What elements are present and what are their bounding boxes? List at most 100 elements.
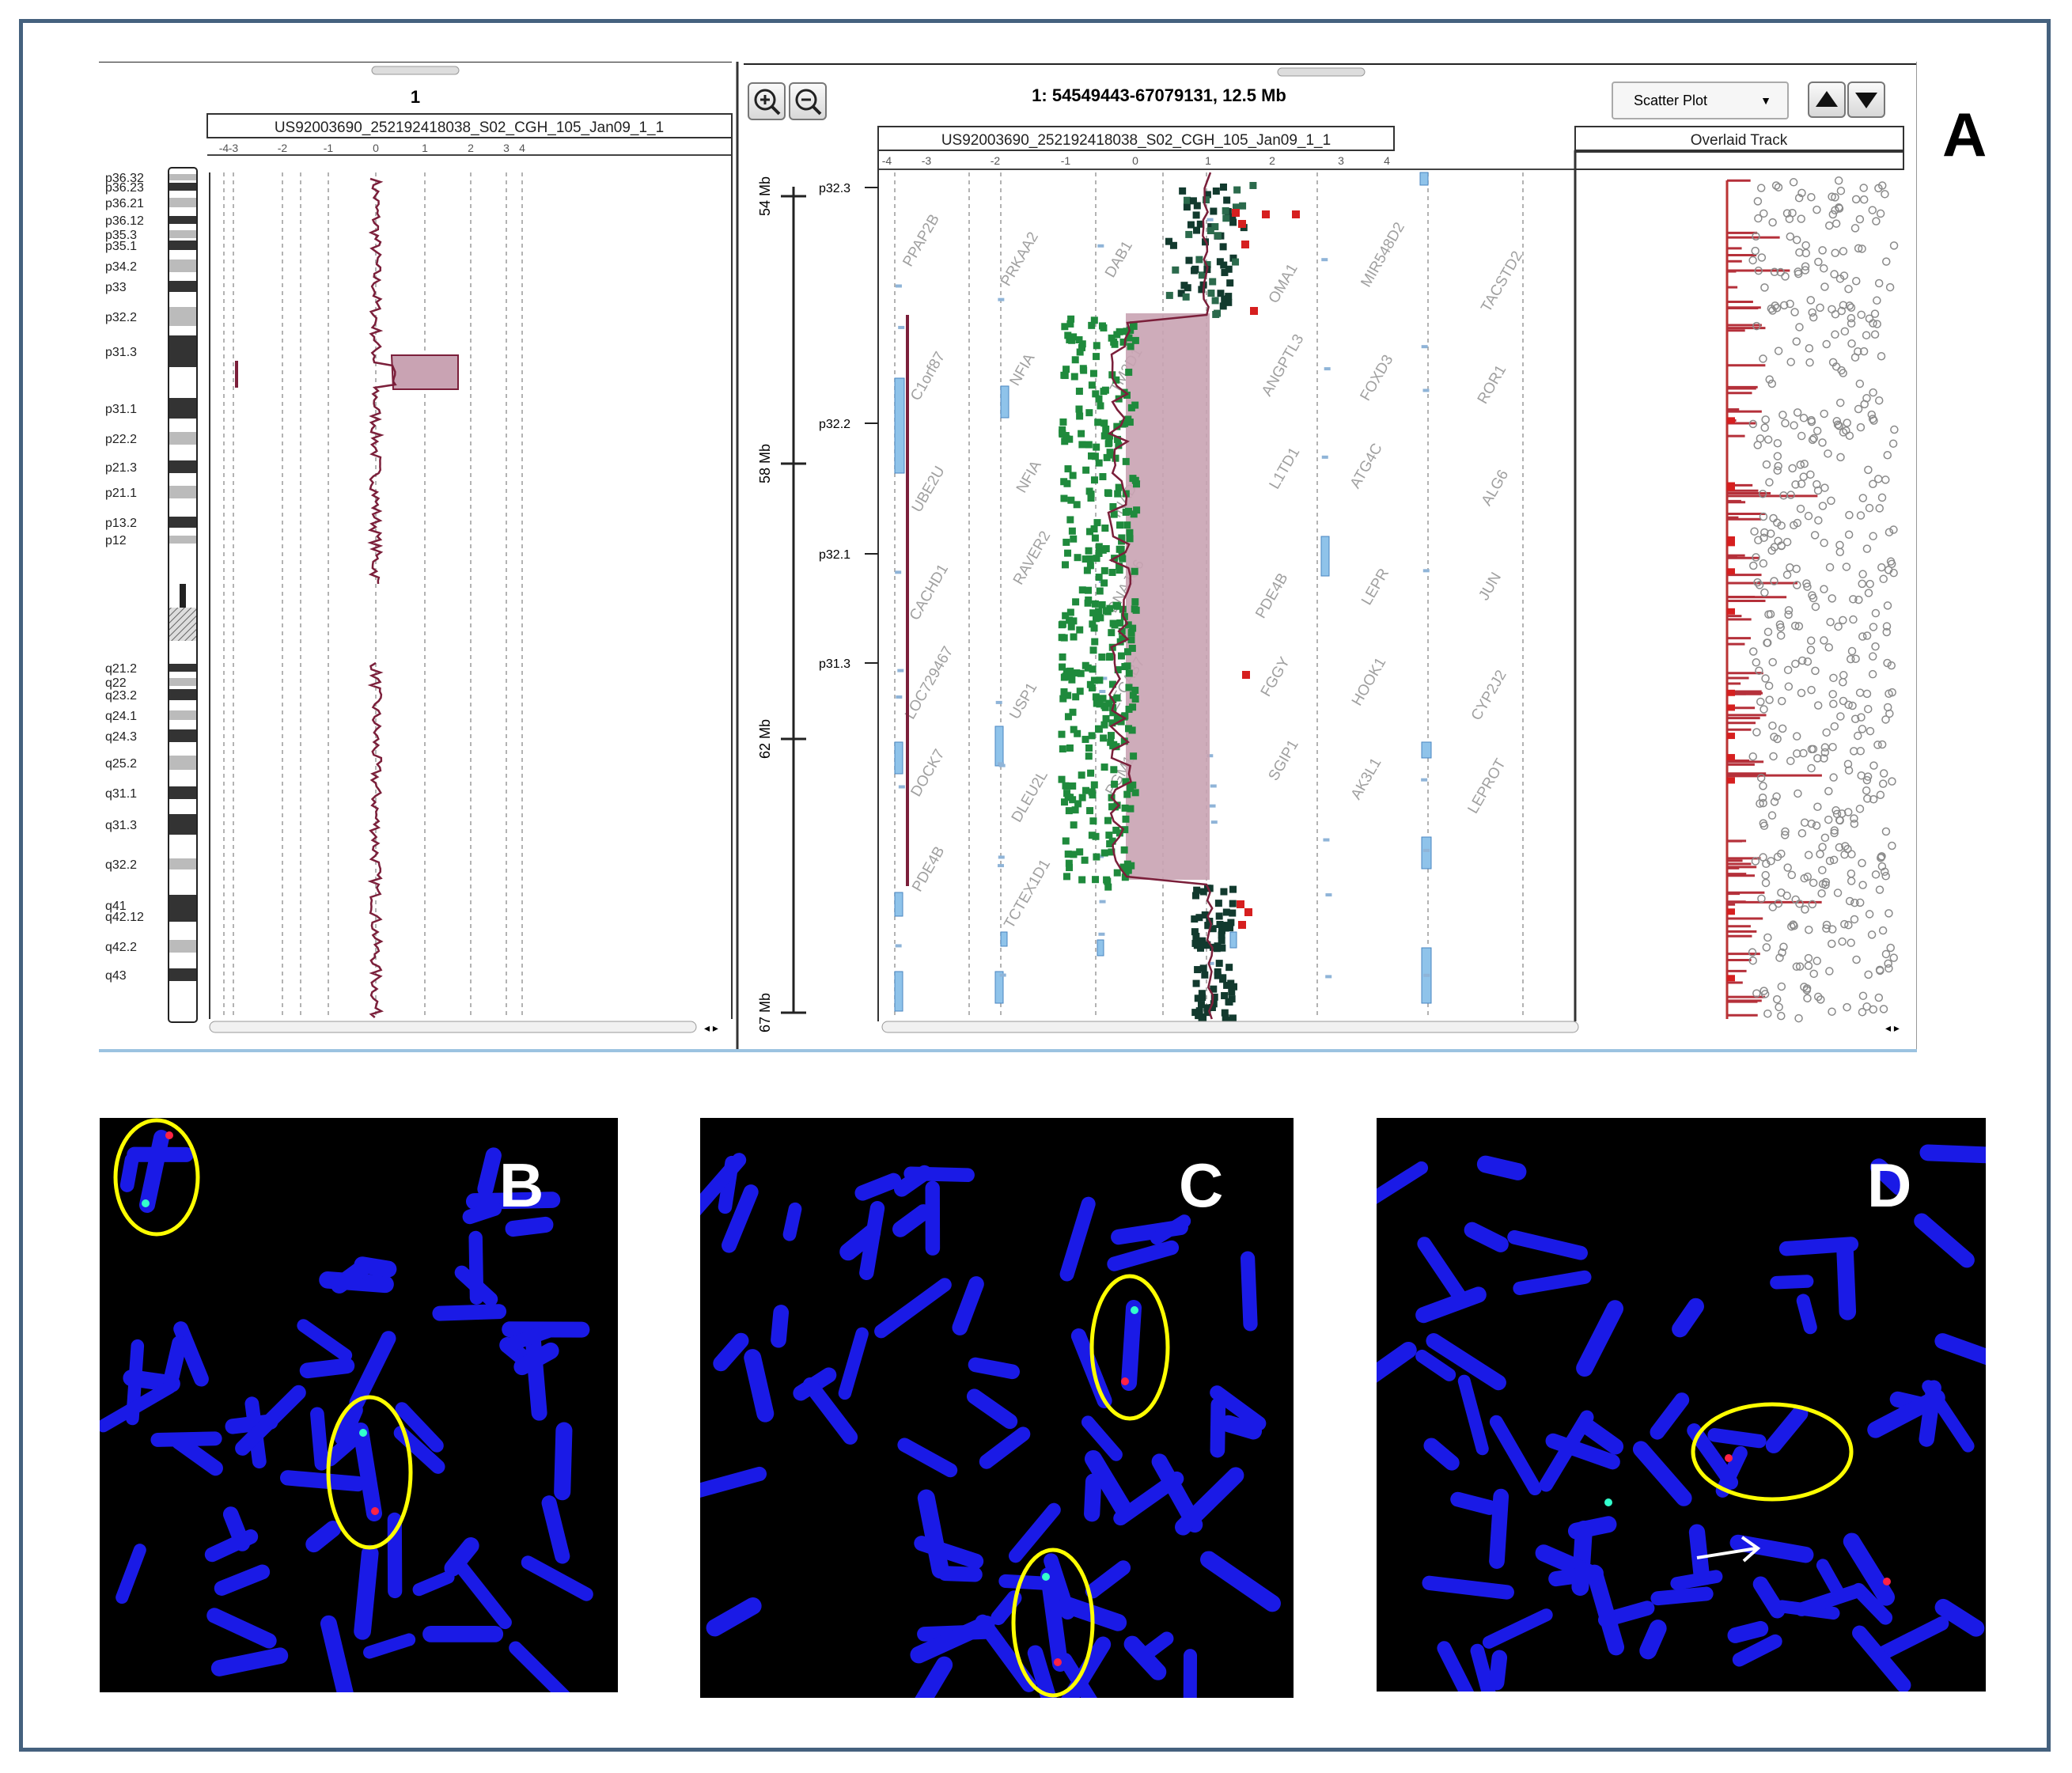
probe-dot — [1082, 786, 1090, 794]
scroll-down-button[interactable] — [1847, 81, 1885, 118]
overlay-cnv-mark — [1886, 557, 1896, 566]
cnv-block — [1321, 258, 1328, 262]
overlay-cnv-mark — [1846, 654, 1855, 664]
chromosome — [1688, 1524, 1710, 1584]
zoom-out-button[interactable] — [789, 82, 827, 120]
overlay-cnv-mark — [1850, 820, 1859, 828]
overlay-cnv-mark — [1794, 193, 1804, 203]
highlight-ellipse — [113, 1118, 200, 1237]
chromosome — [1576, 1300, 1624, 1377]
probe-dot — [1110, 338, 1118, 346]
probe-dot — [1121, 419, 1129, 427]
chromosome — [1150, 1214, 1191, 1245]
band-label: q42.2 — [105, 941, 137, 954]
overlay-cnv-mark — [1854, 404, 1863, 414]
probe-dot — [1121, 826, 1129, 834]
probe-dot — [1107, 732, 1115, 740]
chromosome — [505, 1216, 554, 1237]
chromosome — [1470, 1643, 1496, 1692]
overlay-cnv-mark — [1777, 541, 1786, 550]
ideogram-band — [169, 689, 196, 700]
gene-label: PDE4B — [1252, 570, 1291, 621]
zoom-out-icon — [795, 89, 822, 116]
probe-dot — [1222, 922, 1229, 930]
probe-dot — [1197, 1001, 1205, 1009]
overlay-cnv-mark — [1878, 926, 1888, 935]
overlay-cnv-mark — [1782, 570, 1792, 579]
band-label: p32.2 — [105, 311, 137, 324]
overlay-cnv-mark — [1790, 421, 1798, 430]
overlay-cnv-mark — [1806, 636, 1816, 646]
overlay-cnv-mark — [1856, 747, 1865, 756]
probe-dot — [1116, 829, 1123, 837]
overlay-cnv-mark — [1885, 282, 1895, 292]
probe-dot — [1069, 782, 1077, 790]
chromosome — [722, 1184, 759, 1253]
overlay-cnv-mark — [1775, 953, 1784, 962]
band-label: q25.2 — [105, 757, 137, 771]
overlay-cnv-mark — [1881, 949, 1891, 959]
probe-dot — [1127, 629, 1135, 637]
probe-dot — [1093, 353, 1100, 361]
probe-dot — [1116, 566, 1123, 574]
overlay-cnv-mark — [1848, 701, 1857, 710]
probe-dot — [1099, 472, 1107, 480]
probe-dot — [1088, 452, 1096, 460]
overlay-cnv-mark — [1862, 1002, 1871, 1011]
probe-dot — [1214, 972, 1222, 979]
chromosome — [1175, 1467, 1244, 1536]
probe-dot — [1060, 478, 1068, 486]
overlay-cnv-mark — [1801, 241, 1810, 250]
overlay-cnv-mark — [1839, 616, 1847, 625]
cnv-block — [1421, 345, 1428, 349]
left-horizontal-scrollbar[interactable] — [209, 1021, 697, 1033]
probe-dot — [1103, 453, 1111, 461]
overlay-cnv-mark — [1818, 438, 1827, 447]
probe-dot — [1090, 781, 1098, 789]
probe-dot — [1081, 661, 1089, 669]
chromosome — [915, 1656, 953, 1698]
fish-signal-green — [1604, 1498, 1612, 1506]
plot-type-select[interactable]: Scatter Plot ▼ — [1612, 81, 1789, 119]
overlay-cnv-mark — [1789, 178, 1798, 187]
probe-dot — [1066, 516, 1074, 524]
chromosome — [1843, 1532, 1896, 1606]
probe-dot — [1100, 579, 1108, 587]
overlay-cnv-mark — [1758, 793, 1767, 802]
probe-dot — [1104, 883, 1112, 891]
probe-scatter — [1058, 181, 1300, 1025]
gene-label: USP1 — [1006, 680, 1040, 722]
overlay-cnv-mark — [1813, 957, 1822, 965]
cnv-block — [998, 855, 1005, 859]
probe-dot — [1219, 183, 1227, 191]
probe-dot — [1102, 607, 1110, 615]
right-horizontal-scrollbar[interactable] — [881, 1021, 1579, 1033]
right-sample-header — [877, 126, 1395, 151]
marked-chromosome — [353, 1423, 382, 1521]
overlay-cnv-mark — [1766, 529, 1775, 538]
left-scale-tick: -1 — [324, 142, 334, 154]
overlay-cnv-mark — [1784, 682, 1794, 691]
fish-image-c: C — [700, 1118, 1294, 1698]
scroll-up-button[interactable] — [1808, 81, 1846, 118]
overlay-cnv-mark — [1791, 659, 1800, 669]
probe-dot — [1199, 888, 1207, 896]
overlay-cnv-mark — [1859, 347, 1869, 356]
overlay-cnv-mark — [1872, 217, 1881, 225]
left-splitter-handle[interactable] — [371, 66, 460, 75]
overlay-cnv-mark — [1797, 656, 1807, 665]
overlay-cnv-mark — [1820, 833, 1830, 843]
overlay-cnv-mark — [1772, 304, 1782, 313]
chromosome — [1489, 1415, 1542, 1495]
probe-dot — [1096, 676, 1104, 684]
right-splitter-handle[interactable] — [1277, 67, 1366, 77]
right-scroll-arrows[interactable]: ◂ ▸ — [1885, 1021, 1900, 1034]
probe-dot — [1131, 598, 1139, 606]
chromosome — [897, 1438, 958, 1478]
zoom-in-button[interactable] — [748, 82, 786, 120]
left-scroll-arrows[interactable]: ◂ ▸ — [704, 1021, 718, 1034]
chromosome — [444, 1537, 479, 1577]
overlay-cnv-mark — [1781, 827, 1790, 836]
chromosome — [299, 1358, 355, 1379]
probe-dot — [1116, 563, 1123, 570]
